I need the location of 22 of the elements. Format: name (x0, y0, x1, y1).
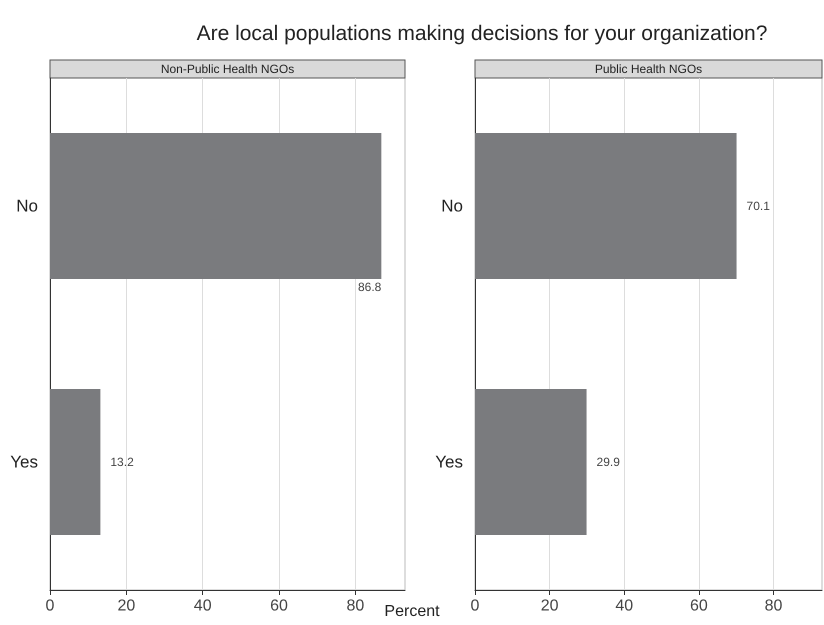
data-label: 13.2 (110, 455, 134, 469)
x-tick-label: 40 (615, 598, 634, 614)
x-tick-label: 40 (194, 598, 212, 614)
chart-subtitle: Non-Public Health NGOs (160, 62, 294, 76)
x-tick-label: 0 (46, 598, 55, 614)
y-tick-label: No (16, 196, 38, 216)
data-label: 70.1 (746, 199, 770, 213)
x-tick-label: 80 (346, 598, 364, 614)
y-tick-label: Yes (435, 452, 463, 472)
x-tick-label: 60 (270, 598, 288, 614)
x-axis-title: Percent (384, 603, 440, 620)
x-tick-label: 20 (117, 598, 136, 614)
y-tick-label: No (441, 196, 463, 216)
x-tick-label: 80 (764, 598, 782, 614)
data-label: 29.9 (596, 455, 620, 469)
text: Are local populations making decisions for your organization? (196, 22, 768, 46)
data-label: 86.8 (358, 280, 382, 294)
y-tick-label: Yes (10, 452, 38, 472)
x-tick-label: 20 (540, 598, 559, 614)
x-tick-label: 60 (690, 598, 708, 614)
x-tick-label: 0 (470, 598, 480, 614)
chart-subtitle: Public Health NGOs (594, 62, 702, 76)
